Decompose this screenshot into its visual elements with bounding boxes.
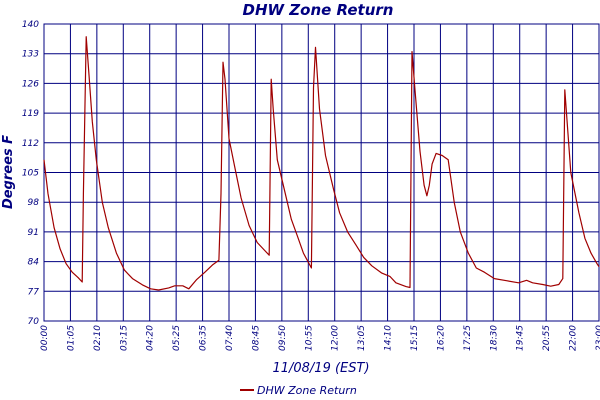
legend: DHW Zone Return xyxy=(240,384,357,397)
x-tick-label: 07:40 xyxy=(225,325,235,351)
x-tick-label: 03:15 xyxy=(119,325,129,351)
x-tick-label: 06:35 xyxy=(199,325,209,351)
y-axis-label: Degrees F xyxy=(1,135,16,209)
x-tick-label: 14:10 xyxy=(384,325,394,351)
y-tick-label: 77 xyxy=(28,287,40,297)
series-layer xyxy=(43,36,600,291)
x-tick-label: 15:15 xyxy=(410,325,420,351)
x-tick-label: 08:45 xyxy=(251,325,261,351)
x-tick-label: 00:00 xyxy=(40,325,50,351)
y-tick-label: 70 xyxy=(28,317,40,327)
y-tick-label: 84 xyxy=(28,258,40,268)
legend-label: DHW Zone Return xyxy=(257,384,357,397)
x-tick-label: 13:05 xyxy=(357,325,367,351)
y-tick-label: 91 xyxy=(28,228,39,238)
x-tick-label: 23:00 xyxy=(595,325,600,351)
x-tick-label: 12:00 xyxy=(331,325,341,351)
x-tick-label: 05:25 xyxy=(172,325,182,351)
x-tick-label: 10:55 xyxy=(304,325,314,351)
y-tick-label: 140 xyxy=(22,20,39,30)
y-tick-labels: 70 77 84 91 98 105 112 119 126 133 140 xyxy=(22,20,39,327)
x-tick-labels: 00:00 01:05 02:10 03:15 04:20 05:25 06:35 07:40… xyxy=(40,325,600,351)
y-tick-label: 119 xyxy=(22,109,39,119)
x-axis-label: 11/08/19 (EST) xyxy=(272,361,369,376)
x-tick-label: 02:10 xyxy=(93,325,103,351)
y-tick-label: 105 xyxy=(22,169,39,179)
series-line xyxy=(43,36,600,291)
y-tick-label: 98 xyxy=(28,198,40,208)
x-tick-label: 09:50 xyxy=(278,325,288,351)
grid xyxy=(43,23,600,322)
x-tick-label: 01:05 xyxy=(66,325,76,351)
x-tick-label: 18:30 xyxy=(489,325,499,351)
x-tick-label: 22:00 xyxy=(569,325,579,351)
chart-title: DHW Zone Return xyxy=(243,1,394,19)
x-tick-label: 17:25 xyxy=(463,325,473,351)
x-tick-label: 20:55 xyxy=(542,325,552,351)
y-tick-label: 133 xyxy=(22,50,39,60)
x-tick-label: 19:45 xyxy=(516,325,526,351)
x-tick-label: 16:20 xyxy=(436,325,446,351)
x-tick-label: 04:20 xyxy=(146,325,156,351)
y-tick-label: 126 xyxy=(22,79,39,89)
y-tick-label: 112 xyxy=(22,139,39,149)
